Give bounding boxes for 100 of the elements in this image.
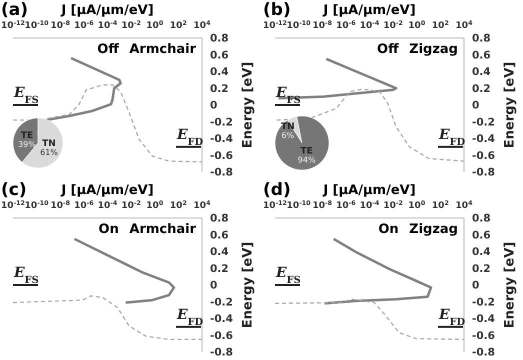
x-tick-label: 10$^{-8}$ <box>312 20 332 31</box>
x-tick-label: 10$^{2}$ <box>432 200 449 211</box>
x-axis-title: J [μA/μm/eV] <box>323 3 416 18</box>
x-tick-label: 10$^{-6}$ <box>336 200 356 211</box>
x-tick-label: 10$^{-2}$ <box>383 20 403 31</box>
x-tick-label: 10$^{-6}$ <box>74 200 94 211</box>
y-tick-label: -0.4 <box>210 313 233 326</box>
y-tick-label: -0.4 <box>472 313 495 326</box>
x-tick-label: 10$^{2}$ <box>432 20 449 31</box>
x-tick-label: 10$^{4}$ <box>456 20 474 31</box>
x-tick-label: 10$^{-8}$ <box>312 200 332 211</box>
x-tick-label: 10$^{-2}$ <box>121 200 141 211</box>
y-tick-label: 0 <box>210 280 218 292</box>
y-tick-label: 0.6 <box>210 49 229 62</box>
x-tick-label: 10$^{-4}$ <box>98 200 118 211</box>
x-tick-label: 10$^{4}$ <box>456 200 474 211</box>
x-tick-label: 10$^{4}$ <box>194 20 212 31</box>
y-tick-label: 0.4 <box>210 246 229 258</box>
x-tick-label: 10$^{-12}$ <box>1 20 25 31</box>
annotation: Off Zigzag <box>377 42 458 57</box>
y-tick-label: 0.2 <box>472 82 491 95</box>
y-tick-label: 0.6 <box>210 229 229 242</box>
y-tick-label: -0.8 <box>472 166 495 179</box>
x-tick-label: 10$^{0}$ <box>146 20 164 31</box>
data-label: 6% <box>281 131 295 140</box>
y-tick-label: -0.6 <box>210 150 233 162</box>
x-axis-title: J [μA/μm/eV] <box>61 3 154 18</box>
y-tick-label: -0.6 <box>472 150 495 162</box>
y-tick-label: -0.4 <box>472 133 495 146</box>
ref-line-label: E$_{FD}$ <box>438 306 466 328</box>
slice-label: TN <box>42 138 56 149</box>
x-tick-label: 10$^{-10}$ <box>286 200 312 211</box>
y-tick-label: -0.4 <box>210 133 233 146</box>
x-tick-label: 10$^{-12}$ <box>263 20 287 31</box>
ref-line-label: E$_{FD}$ <box>176 306 204 328</box>
y-tick-label: 0 <box>472 100 480 112</box>
x-tick-label: 10$^{2}$ <box>170 200 187 211</box>
y-tick-label: -0.2 <box>472 116 495 128</box>
y-tick-label: 0.2 <box>210 82 229 95</box>
x-tick-label: 10$^{-12}$ <box>1 200 25 211</box>
y-axis-title: Energy [eV] <box>240 242 256 328</box>
x-tick-label: 10$^{-4}$ <box>360 200 380 211</box>
y-tick-label: 0.6 <box>472 49 491 62</box>
ref-line-label: E$_{FD}$ <box>438 126 466 148</box>
data-label: 39% <box>18 140 36 150</box>
y-tick-label: 0.2 <box>472 262 491 275</box>
x-axis-title: J [μA/μm/eV] <box>61 183 154 198</box>
y-tick-label: 0.8 <box>472 32 491 45</box>
y-tick-label: -0.8 <box>210 166 233 179</box>
data-label: 94% <box>298 156 316 165</box>
chart-title: (d) <box>263 180 291 200</box>
slice-label: TE <box>20 131 34 142</box>
y-tick-label: -0.6 <box>210 330 233 342</box>
x-tick-label: 10$^{-4}$ <box>360 20 380 31</box>
ref-line-label: E$_{FS}$ <box>13 85 39 106</box>
x-tick-label: 10$^{-10}$ <box>286 20 312 31</box>
x-axis-title: J [μA/μm/eV] <box>323 183 416 198</box>
y-tick-label: -0.6 <box>472 330 495 342</box>
annotation: Off Armchair <box>97 42 196 57</box>
y-tick-label: 0.8 <box>210 212 229 225</box>
x-tick-label: 10$^{0}$ <box>146 200 164 211</box>
x-tick-label: 10$^{4}$ <box>194 200 212 211</box>
x-tick-label: 10$^{-6}$ <box>74 20 94 31</box>
slice-label: TE <box>300 146 313 157</box>
x-tick-label: 10$^{0}$ <box>408 20 426 31</box>
x-tick-label: 10$^{-2}$ <box>383 200 403 211</box>
annotation: On Zigzag <box>378 222 458 237</box>
y-tick-label: 0 <box>210 100 218 112</box>
x-tick-label: 10$^{-8}$ <box>50 200 70 211</box>
y-axis-title: Energy [eV] <box>240 62 256 148</box>
chart-title: (c) <box>1 180 27 200</box>
ref-line-label: E$_{FS}$ <box>13 265 39 286</box>
ref-line-label: E$_{FS}$ <box>275 265 301 286</box>
y-axis-title: Energy [eV] <box>502 62 518 148</box>
x-tick-label: 10$^{-4}$ <box>98 20 118 31</box>
x-tick-label: 10$^{-2}$ <box>121 20 141 31</box>
y-tick-label: 0 <box>472 280 480 292</box>
y-axis-title: Energy [eV] <box>502 242 518 328</box>
y-tick-label: 0.4 <box>472 246 491 258</box>
y-tick-label: 0.8 <box>210 32 229 45</box>
y-tick-label: -0.2 <box>210 116 233 128</box>
x-tick-label: 10$^{-6}$ <box>336 20 356 31</box>
annotation: On Armchair <box>98 222 196 237</box>
y-tick-label: 0.4 <box>210 66 229 78</box>
y-tick-label: 0.4 <box>472 66 491 78</box>
y-tick-label: -0.2 <box>210 296 233 308</box>
data-label: 61% <box>40 148 58 157</box>
y-tick-label: -0.8 <box>210 346 233 359</box>
x-tick-label: 10$^{-10}$ <box>24 20 50 31</box>
pie-slice <box>274 116 330 170</box>
y-tick-label: -0.8 <box>472 346 495 359</box>
ref-line-label: E$_{FD}$ <box>176 126 204 148</box>
y-tick-label: 0.6 <box>472 229 491 242</box>
x-tick-label: 10$^{-8}$ <box>50 20 70 31</box>
x-tick-label: 10$^{-10}$ <box>24 200 50 211</box>
y-tick-label: 0.2 <box>210 262 229 275</box>
x-tick-label: 10$^{2}$ <box>170 20 187 31</box>
x-tick-label: 10$^{-12}$ <box>263 200 287 211</box>
x-tick-label: 10$^{0}$ <box>408 200 426 211</box>
y-tick-label: -0.2 <box>472 296 495 308</box>
